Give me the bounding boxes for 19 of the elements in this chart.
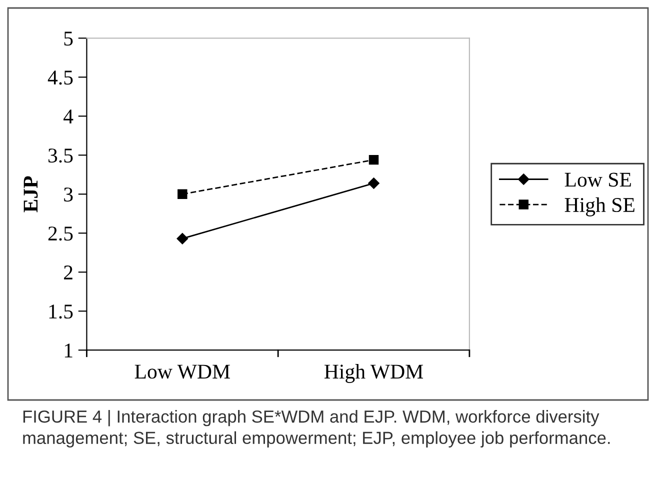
point xyxy=(176,232,188,244)
legend-label: High SE xyxy=(564,197,634,216)
caption: FIGURE 4 | Interaction graph SE*WDM and EJP. WDM, workforce diversity management; SE, structural empowerment; EJP, employee job performance. xyxy=(23,410,610,448)
y-tick-label: 4 xyxy=(64,110,74,124)
y-tick-label: 2 xyxy=(64,266,72,280)
point xyxy=(178,189,188,199)
y-tick-label: 1 xyxy=(64,344,72,358)
y-tick-label: 4.5 xyxy=(48,70,73,85)
x-tick-label: High WDM xyxy=(324,364,424,383)
legend-label: Low SE xyxy=(564,172,631,187)
y-tick-label: 2.5 xyxy=(48,226,73,241)
y-tick-label: 3 xyxy=(64,188,73,202)
y-tick-label: 3.5 xyxy=(48,148,73,163)
point xyxy=(368,178,380,189)
y-tick-label: 1.5 xyxy=(49,304,73,319)
y-axis-title: EJP xyxy=(24,176,38,212)
x-tick-label: Low WDM xyxy=(134,364,230,379)
y-tick-label: 5 xyxy=(64,32,73,46)
point xyxy=(368,154,379,165)
